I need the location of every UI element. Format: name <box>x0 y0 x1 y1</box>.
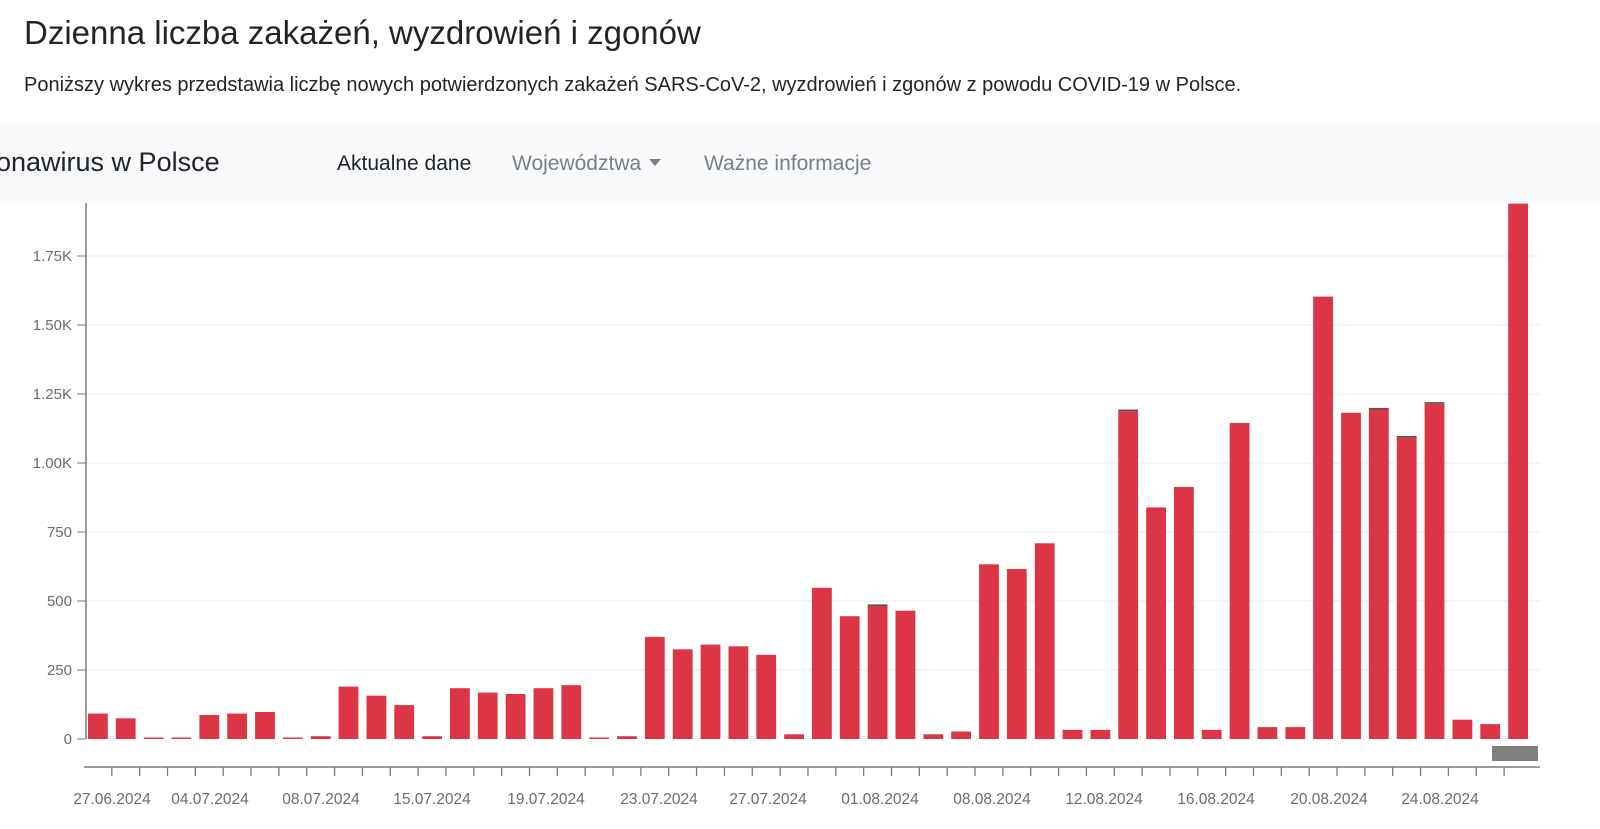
daily-cases-chart: 0 250 500 750 1.00K 1.25K 1.50K 1.75K 27.06.202… <box>0 203 1600 829</box>
bar-infections[interactable] <box>282 737 303 740</box>
bar-infections[interactable] <box>1341 412 1361 739</box>
bar-infections[interactable] <box>1034 543 1055 739</box>
bar-infections[interactable] <box>700 644 721 739</box>
bar-infections[interactable] <box>422 736 442 739</box>
y-tick-label: 1.75K <box>33 248 72 265</box>
bar-infections[interactable] <box>951 731 971 740</box>
bar-infections[interactable] <box>1257 727 1278 739</box>
bar-infections[interactable] <box>338 686 359 739</box>
bar-infections[interactable] <box>867 606 888 739</box>
bar-infections[interactable] <box>644 636 665 739</box>
bar-infections[interactable] <box>310 736 331 739</box>
chart-scroll-handle[interactable] <box>1492 746 1538 761</box>
x-tick-label: 24.08.2024 <box>1401 791 1479 808</box>
bar-infections[interactable] <box>199 715 220 739</box>
page-title: Dzienna liczba zakażeń, wyzdrowień i zgo… <box>24 14 701 51</box>
y-tick-label: 1.50K <box>33 317 72 334</box>
bar-infections[interactable] <box>812 587 832 739</box>
x-tick-label: 15.07.2024 <box>393 791 471 808</box>
bar-infections[interactable] <box>895 610 916 739</box>
bar-infections[interactable] <box>1174 487 1194 739</box>
bar-infections[interactable] <box>366 695 387 739</box>
x-tick-label: 01.08.2024 <box>841 791 919 808</box>
bar-deaths[interactable] <box>1424 402 1445 404</box>
bar-infections[interactable] <box>88 713 108 739</box>
bar-infections[interactable] <box>171 737 192 740</box>
y-axis: 0 250 500 750 1.00K 1.25K 1.50K 1.75K <box>33 203 87 748</box>
bar-infections[interactable] <box>672 649 693 739</box>
x-tick-label: 20.08.2024 <box>1290 791 1368 808</box>
nav-item-voivodeships-dropdown[interactable]: Województwa <box>512 152 662 176</box>
bar-infections[interactable] <box>1368 409 1389 740</box>
y-tick-label: 0 <box>64 731 72 748</box>
caret-down-icon <box>649 158 662 166</box>
nav-item-label: Aktualne dane <box>337 152 472 175</box>
bar-infections[interactable] <box>1062 729 1083 739</box>
navbar: onawirus w Polsce Aktualne dane Wojewódz… <box>0 123 1600 203</box>
bar-infections[interactable] <box>1201 729 1222 739</box>
chart-canvas: 0 250 500 750 1.00K 1.25K 1.50K 1.75K 27.06.202… <box>33 203 1540 808</box>
x-tick-label: 19.07.2024 <box>507 791 585 808</box>
bar-infections[interactable] <box>450 688 470 739</box>
bar-deaths[interactable] <box>1368 407 1389 410</box>
page-description: Poniższy wykres przedstawia liczbę nowyc… <box>24 74 1242 96</box>
bar-infections[interactable] <box>839 616 860 739</box>
x-tick-label: 16.08.2024 <box>1177 791 1255 808</box>
bar-infections[interactable] <box>756 654 777 739</box>
bar-infections[interactable] <box>923 734 944 739</box>
bar-infections[interactable] <box>1508 203 1528 740</box>
bar-deaths[interactable] <box>867 604 888 606</box>
y-tick-label: 1.25K <box>33 386 72 403</box>
nav-item-label: Ważne informacje <box>704 152 872 175</box>
x-tick-label: 23.07.2024 <box>620 791 698 808</box>
bar-infections[interactable] <box>1313 296 1333 739</box>
bar-infections[interactable] <box>394 705 415 739</box>
y-tick-label: 1.00K <box>33 455 72 472</box>
bars <box>88 203 1528 740</box>
x-tick-label: 08.08.2024 <box>953 791 1031 808</box>
bar-infections[interactable] <box>1480 724 1501 739</box>
nav-item-label: Województwa <box>512 152 642 175</box>
x-tick-label: 12.08.2024 <box>1065 791 1143 808</box>
bar-infections[interactable] <box>617 736 637 739</box>
bar-infections[interactable] <box>1424 403 1445 739</box>
bar-infections[interactable] <box>255 712 275 739</box>
bar-infections[interactable] <box>561 685 582 739</box>
bar-infections[interactable] <box>1090 729 1111 739</box>
bar-infections[interactable] <box>1006 569 1027 739</box>
bar-infections[interactable] <box>589 737 609 740</box>
bar-infections[interactable] <box>1146 507 1166 739</box>
x-tick-label: 08.07.2024 <box>282 791 360 808</box>
y-tick-label: 250 <box>47 662 72 679</box>
x-tick-label: 04.07.2024 <box>171 791 249 808</box>
bar-infections[interactable] <box>1118 411 1139 739</box>
bar-infections[interactable] <box>227 713 247 739</box>
nav-item-important-info[interactable]: Ważne informacje <box>704 152 871 176</box>
navbar-brand[interactable]: onawirus w Polsce <box>0 147 220 177</box>
y-tick-label: 750 <box>47 524 72 541</box>
bar-infections[interactable] <box>1229 423 1250 739</box>
bar-infections[interactable] <box>533 688 554 739</box>
bar-infections[interactable] <box>784 734 804 739</box>
bar-infections[interactable] <box>477 692 498 739</box>
bar-infections[interactable] <box>728 646 749 739</box>
grid-lines <box>87 255 1540 671</box>
x-tick-label: 27.06.2024 <box>73 791 151 808</box>
bar-infections[interactable] <box>1285 727 1306 739</box>
bar-infections[interactable] <box>1396 437 1417 739</box>
bar-infections[interactable] <box>143 737 164 740</box>
bar-infections[interactable] <box>979 564 999 739</box>
x-axis: 27.06.2024 04.07.2024 08.07.2024 15.07.2024… <box>73 766 1540 808</box>
bar-deaths[interactable] <box>1118 409 1139 412</box>
x-tick-label: 27.07.2024 <box>729 791 807 808</box>
bar-infections[interactable] <box>115 718 136 739</box>
bar-deaths[interactable] <box>1396 436 1417 438</box>
nav-item-current-data[interactable]: Aktualne dane <box>337 152 471 176</box>
bar-infections[interactable] <box>1452 719 1473 739</box>
bar-infections[interactable] <box>505 694 526 739</box>
y-tick-label: 500 <box>47 593 72 610</box>
